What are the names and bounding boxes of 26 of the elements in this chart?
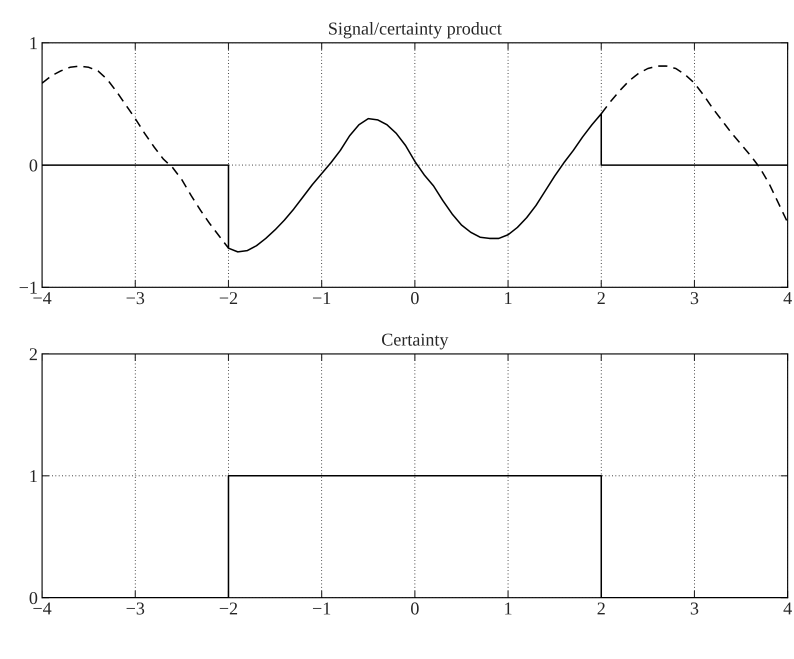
x-tick-label: 0 bbox=[411, 602, 419, 615]
y-tick-label: 0 bbox=[30, 592, 38, 604]
x-tick-label: 0 bbox=[411, 292, 419, 304]
x-tick-label: −2 bbox=[220, 292, 238, 304]
x-tick-label: 1 bbox=[505, 602, 512, 614]
chart-title: Certainty bbox=[382, 334, 448, 350]
x-tick-label: 3 bbox=[690, 602, 698, 615]
y-tick-label: 1 bbox=[30, 470, 37, 482]
x-tick-label: 3 bbox=[690, 292, 698, 304]
x-tick-label: −4 bbox=[33, 602, 52, 614]
y-tick-label: 1 bbox=[30, 37, 37, 50]
y-tick-label: 0 bbox=[30, 159, 38, 172]
x-tick-label: −3 bbox=[126, 602, 144, 615]
chart-title: Signal/certainty product bbox=[329, 22, 502, 38]
x-tick-label: 2 bbox=[598, 602, 605, 614]
y-tick-label: 2 bbox=[30, 348, 37, 360]
x-tick-label: −1 bbox=[312, 602, 330, 614]
x-tick-label: 4 bbox=[783, 292, 792, 304]
x-tick-label: 1 bbox=[505, 292, 512, 304]
x-tick-label: −1 bbox=[312, 292, 330, 304]
x-tick-label: 2 bbox=[598, 292, 605, 304]
y-tick-label: −1 bbox=[20, 282, 37, 294]
x-tick-label: −3 bbox=[126, 292, 144, 304]
x-tick-label: −4 bbox=[33, 292, 52, 304]
x-tick-label: 4 bbox=[783, 602, 792, 614]
x-tick-label: −2 bbox=[220, 602, 238, 614]
